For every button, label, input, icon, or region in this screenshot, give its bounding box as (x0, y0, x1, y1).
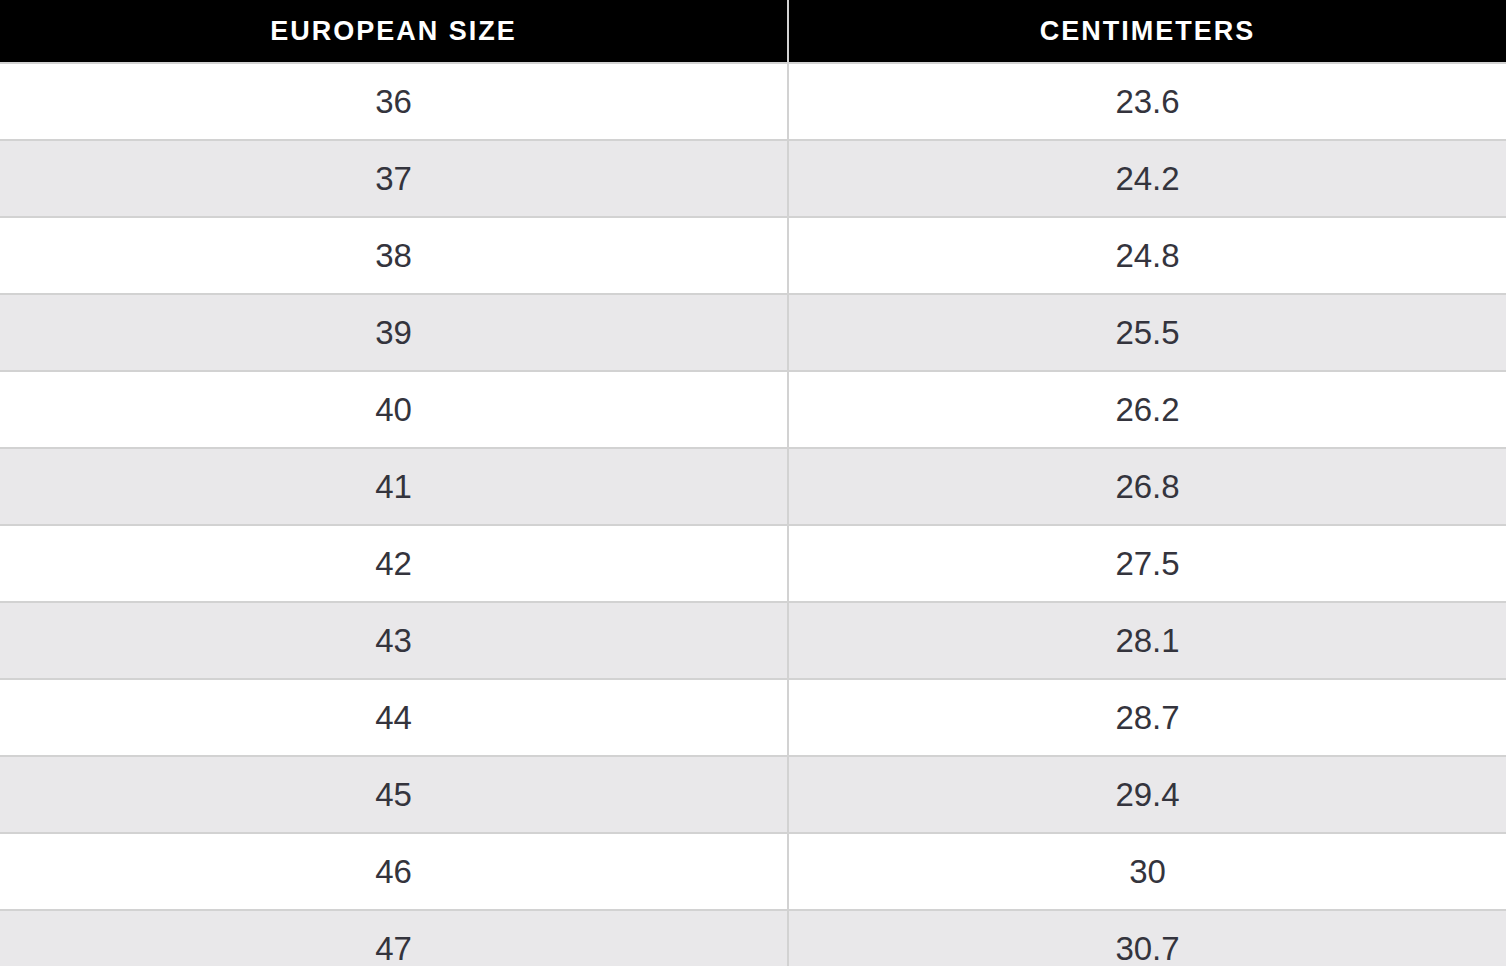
centimeters-cell: 26.8 (789, 449, 1506, 524)
european-size-cell: 41 (0, 449, 789, 524)
centimeters-cell: 28.7 (789, 680, 1506, 755)
table-row: 4227.5 (0, 526, 1506, 603)
european-size-cell: 37 (0, 141, 789, 216)
european-size-cell: 40 (0, 372, 789, 447)
table-row: 4126.8 (0, 449, 1506, 526)
centimeters-cell: 23.6 (789, 64, 1506, 139)
table-body: 3623.63724.23824.83925.54026.24126.84227… (0, 64, 1506, 966)
size-conversion-table: EUROPEAN SIZE CENTIMETERS 3623.63724.238… (0, 0, 1506, 966)
european-size-cell: 42 (0, 526, 789, 601)
european-size-cell: 36 (0, 64, 789, 139)
centimeters-cell: 24.2 (789, 141, 1506, 216)
table-row: 3724.2 (0, 141, 1506, 218)
table-row: 4730.7 (0, 911, 1506, 966)
table-row: 4026.2 (0, 372, 1506, 449)
centimeters-cell: 24.8 (789, 218, 1506, 293)
european-size-cell: 44 (0, 680, 789, 755)
centimeters-cell: 30.7 (789, 911, 1506, 966)
european-size-cell: 38 (0, 218, 789, 293)
table-row: 3824.8 (0, 218, 1506, 295)
table-row: 4630 (0, 834, 1506, 911)
centimeters-cell: 27.5 (789, 526, 1506, 601)
european-size-cell: 45 (0, 757, 789, 832)
centimeters-cell: 30 (789, 834, 1506, 909)
european-size-cell: 43 (0, 603, 789, 678)
column-header-centimeters: CENTIMETERS (789, 0, 1506, 62)
centimeters-cell: 25.5 (789, 295, 1506, 370)
table-row: 4328.1 (0, 603, 1506, 680)
centimeters-cell: 29.4 (789, 757, 1506, 832)
table-header-row: EUROPEAN SIZE CENTIMETERS (0, 0, 1506, 64)
table-row: 3623.6 (0, 64, 1506, 141)
european-size-cell: 47 (0, 911, 789, 966)
centimeters-cell: 26.2 (789, 372, 1506, 447)
centimeters-cell: 28.1 (789, 603, 1506, 678)
table-row: 3925.5 (0, 295, 1506, 372)
column-header-european-size: EUROPEAN SIZE (0, 0, 789, 62)
table-row: 4428.7 (0, 680, 1506, 757)
table-row: 4529.4 (0, 757, 1506, 834)
european-size-cell: 39 (0, 295, 789, 370)
european-size-cell: 46 (0, 834, 789, 909)
